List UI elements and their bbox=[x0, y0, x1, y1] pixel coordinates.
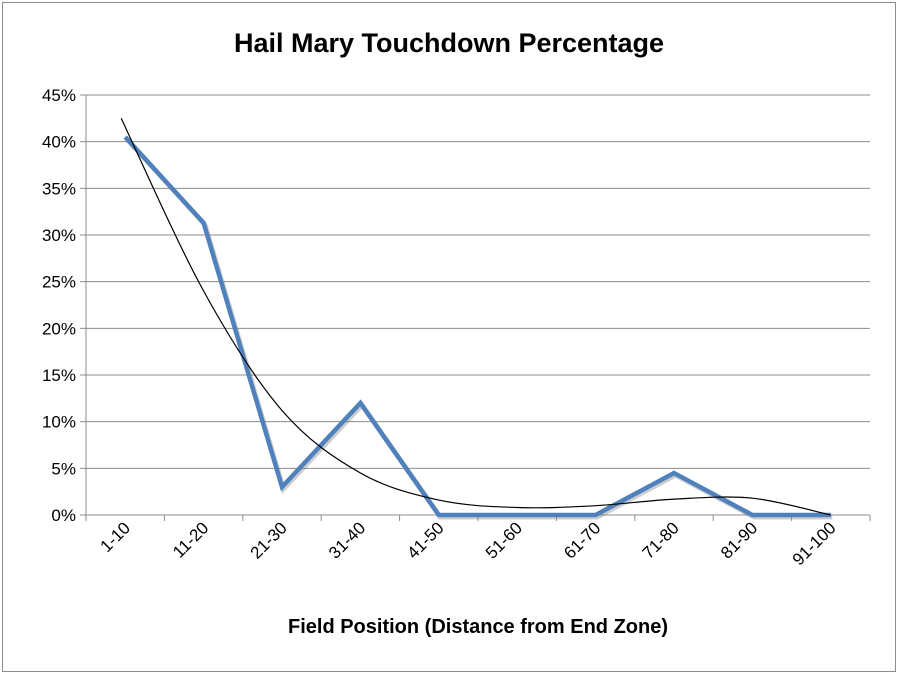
x-tick-label: 41-50 bbox=[403, 518, 447, 562]
y-tick-label: 45% bbox=[42, 86, 76, 105]
y-tick-label: 0% bbox=[51, 506, 76, 525]
y-tick-label: 20% bbox=[42, 319, 76, 338]
axes bbox=[80, 94, 871, 521]
x-tick-label: 81-90 bbox=[717, 518, 761, 562]
x-tick-label: 71-80 bbox=[639, 518, 683, 562]
chart-title: Hail Mary Touchdown Percentage bbox=[234, 28, 664, 58]
series-layer bbox=[120, 118, 833, 520]
y-tick-label: 40% bbox=[42, 133, 76, 152]
y-tick-label: 5% bbox=[51, 459, 76, 478]
series-line bbox=[123, 135, 831, 518]
y-tick-label: 30% bbox=[42, 226, 76, 245]
y-tick-label: 10% bbox=[42, 413, 76, 432]
y-tick-label: 15% bbox=[42, 366, 76, 385]
x-tick-label: 21-30 bbox=[247, 518, 291, 562]
trendline bbox=[120, 118, 831, 516]
x-tick-label: 1-10 bbox=[97, 518, 134, 555]
x-tick-label: 31-40 bbox=[325, 518, 369, 562]
x-tick-label: 11-20 bbox=[169, 518, 212, 561]
x-tick-label: 61-70 bbox=[560, 518, 604, 562]
x-tick-label: 51-60 bbox=[482, 518, 526, 562]
y-tick-label: 35% bbox=[42, 179, 76, 198]
x-tick-label: 91-100 bbox=[789, 518, 840, 569]
x-axis-title: Field Position (Distance from End Zone) bbox=[288, 616, 668, 638]
gridlines bbox=[86, 94, 870, 469]
y-tick-label: 25% bbox=[42, 273, 76, 292]
